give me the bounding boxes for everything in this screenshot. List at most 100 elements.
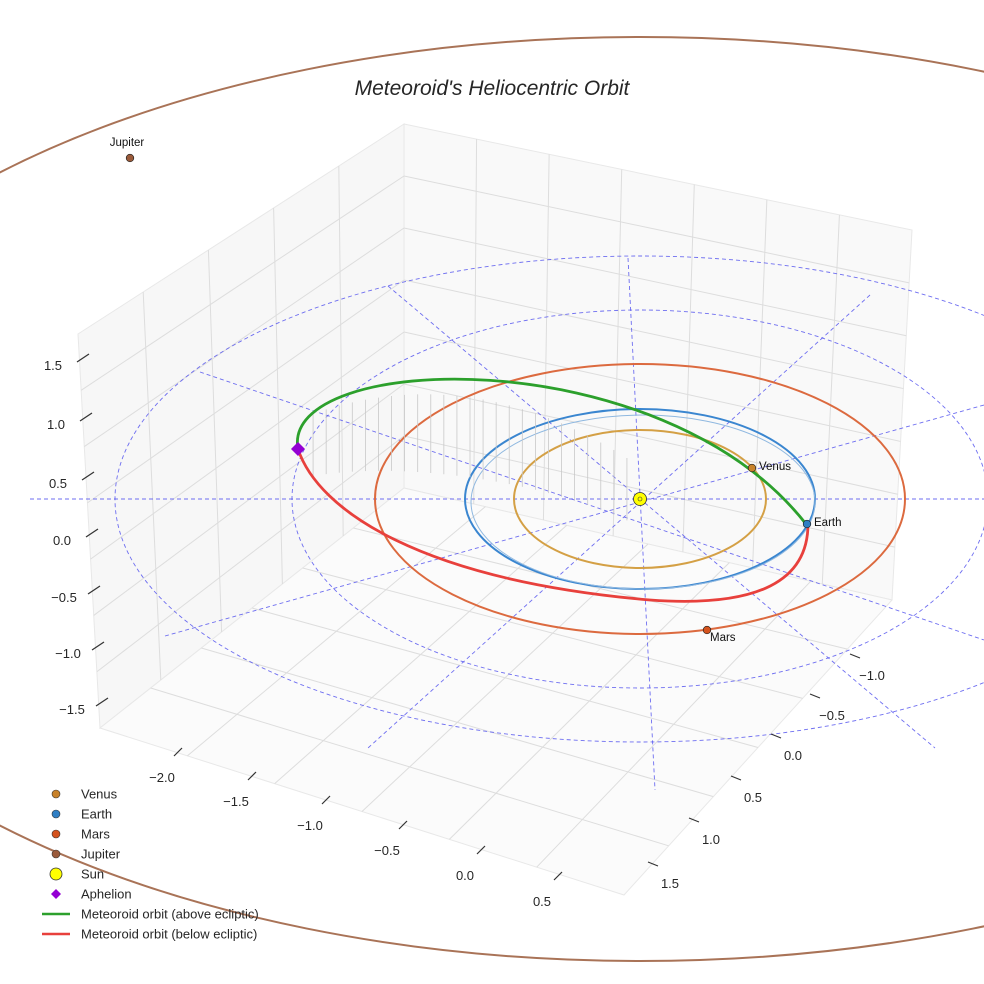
legend-jupiter-label: Jupiter [81, 847, 121, 862]
legend-mars-marker [51, 829, 61, 839]
x-tick [476, 845, 486, 855]
legend-venus-marker [51, 789, 61, 799]
aphelion-marker [291, 442, 305, 456]
venus-label: Venus [759, 461, 791, 473]
planet-orbits [0, 36, 984, 962]
meteoroid-below-ecliptic [296, 448, 810, 603]
grid-line [403, 279, 904, 390]
earth-marker [802, 519, 812, 529]
legend-jupiter-marker [51, 849, 61, 859]
venus-orbit [513, 429, 767, 569]
grid-line [338, 165, 344, 537]
z-tick-label: 1.0 [47, 417, 65, 432]
grid-line [142, 291, 162, 681]
y-tick-label: 0.5 [744, 790, 762, 805]
legend-below-label: Meteoroid orbit (below ecliptic) [81, 927, 257, 942]
z-tick [91, 641, 105, 651]
ecliptic-spoke [387, 285, 936, 749]
meteoroid-above-ecliptic [296, 377, 808, 525]
y-tick-label: 1.5 [661, 876, 679, 891]
z-tick [87, 585, 101, 595]
grid-line [403, 227, 907, 337]
x-tick [247, 771, 257, 781]
y-tick [809, 693, 821, 699]
venus-marker [747, 463, 757, 473]
x-tick [553, 871, 563, 881]
ecliptic-spoke [367, 294, 871, 749]
y-tick [849, 653, 861, 659]
grid-line [80, 175, 405, 391]
legend-venus-label: Venus [81, 787, 118, 802]
y-tick-label: 1.0 [702, 832, 720, 847]
y-tick-label: 0.0 [784, 748, 802, 763]
jupiter-orbit [0, 36, 984, 962]
sun-marker [633, 492, 647, 506]
y-tick-label: −0.5 [819, 708, 845, 723]
z-tick-label: 0.5 [49, 476, 67, 491]
grid-line [273, 207, 283, 585]
z-tick-label: −1.5 [59, 702, 85, 717]
legend-earth-label: Earth [81, 807, 112, 822]
x-tick [398, 820, 408, 830]
grid-line [473, 139, 478, 505]
chart-title: Meteoroid's Heliocentric Orbit [355, 77, 631, 100]
legend-aphelion-label: Aphelion [81, 887, 132, 902]
axis-panes [77, 123, 913, 896]
mars-orbit [374, 363, 906, 635]
grid-line [403, 383, 898, 495]
legend-sun-label: Sun [81, 867, 104, 882]
sun-core [637, 496, 643, 502]
grid-line [403, 435, 895, 548]
y-tick [688, 817, 700, 823]
ecliptic-spoke [199, 371, 984, 641]
y-tick [647, 861, 659, 867]
z-tick-label: −1.0 [55, 646, 81, 661]
x-tick-label: −2.0 [149, 770, 175, 785]
x-tick-label: 0.0 [456, 868, 474, 883]
markers: Venus Earth Mars Jupiter [110, 137, 842, 644]
ecliptic-grid [30, 255, 984, 791]
y-tick-label: −1.0 [859, 668, 885, 683]
grid-line [752, 199, 768, 569]
meteoroid-orbit [296, 377, 810, 603]
earth-orbit-shadow [470, 414, 816, 590]
earth-label: Earth [814, 517, 842, 529]
z-tick [85, 528, 99, 538]
legend: Venus Earth Mars Jupiter Sun Aphelion Meteoroi… [42, 787, 259, 942]
grid-line [84, 227, 405, 447]
z-tick [95, 697, 109, 707]
grid [80, 139, 910, 868]
x-tick-label: −1.0 [297, 818, 323, 833]
z-tick [79, 412, 93, 422]
ecliptic-spoke [627, 257, 656, 791]
grid-line [612, 169, 623, 537]
legend-earth-marker [51, 809, 61, 819]
mars-label: Mars [710, 632, 736, 644]
z-tick [76, 353, 90, 363]
x-tick-label: −1.5 [223, 794, 249, 809]
legend-aphelion-marker [51, 889, 61, 899]
x-tick [173, 747, 183, 757]
z-tick-label: 1.5 [44, 358, 62, 373]
y-tick [770, 733, 782, 739]
z-tick-label: 0.0 [53, 533, 71, 548]
legend-above-label: Meteoroid orbit (above ecliptic) [81, 907, 259, 922]
y-tick [730, 775, 742, 781]
grid-line [90, 331, 405, 560]
jupiter-label: Jupiter [110, 137, 145, 149]
axis-ticks: 1.5 1.0 0.5 0.0 −0.5 −1.0 −1.5 −2.0 −1.5 −1.0 −0.5… [44, 353, 885, 909]
grid-line [403, 331, 901, 442]
x-tick-label: 0.5 [533, 894, 551, 909]
z-tick-label: −0.5 [51, 590, 77, 605]
jupiter-marker [125, 153, 135, 163]
grid-line [353, 527, 848, 650]
grid-line [821, 214, 840, 585]
x-tick-label: −0.5 [374, 843, 400, 858]
grid-line [682, 184, 695, 553]
grid-line [96, 435, 405, 673]
drop-lines [312, 394, 628, 521]
legend-sun-marker [49, 867, 63, 881]
grid-line [87, 279, 405, 504]
legend-mars-label: Mars [81, 827, 110, 842]
